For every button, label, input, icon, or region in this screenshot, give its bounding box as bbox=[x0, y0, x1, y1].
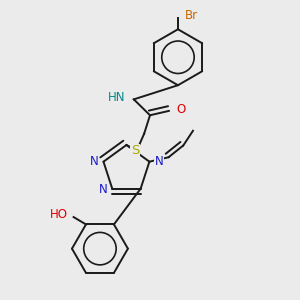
Text: N: N bbox=[98, 183, 107, 196]
Text: Br: Br bbox=[185, 9, 199, 22]
Text: HO: HO bbox=[50, 208, 68, 221]
Text: N: N bbox=[154, 154, 163, 168]
Text: O: O bbox=[176, 103, 186, 116]
Text: HN: HN bbox=[107, 92, 125, 104]
Text: S: S bbox=[131, 144, 140, 158]
Text: N: N bbox=[90, 154, 98, 168]
